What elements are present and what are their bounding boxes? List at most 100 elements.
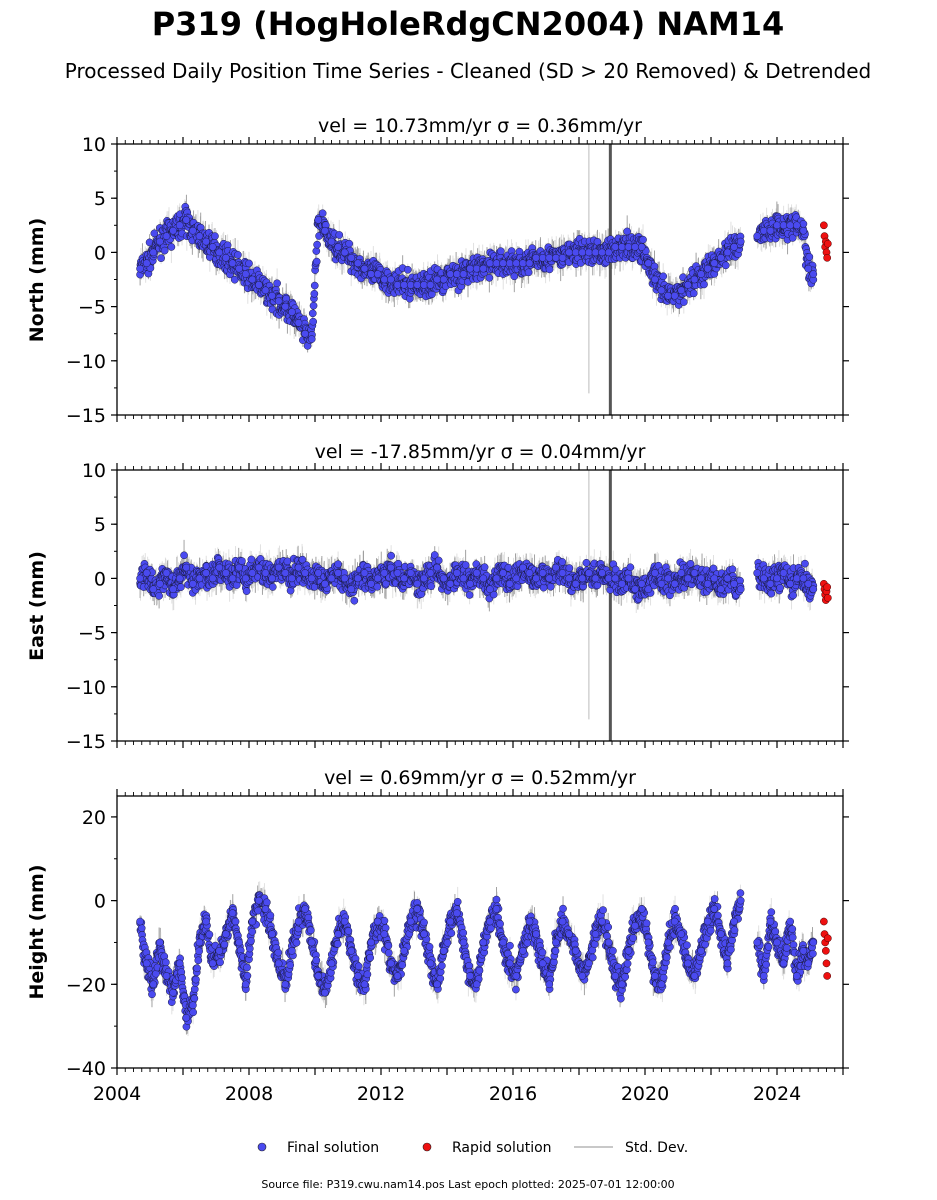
north-final-point — [406, 281, 415, 289]
north-final-point — [510, 272, 519, 281]
north-final-point — [245, 259, 253, 268]
north-final-point — [248, 275, 257, 284]
north-final-point — [664, 291, 672, 300]
north-final-point — [160, 246, 169, 255]
north-final-point — [492, 259, 501, 268]
north-final-point — [222, 253, 230, 262]
height-axis-label: Height (mm) — [26, 864, 48, 999]
north-final-point — [684, 281, 692, 289]
north-final-point — [773, 221, 781, 230]
north-final-point — [679, 298, 688, 306]
north-final-point — [611, 243, 620, 251]
north-final-point — [545, 265, 554, 274]
north-final-point — [136, 264, 144, 273]
north-ytick-label: −10 — [66, 351, 106, 373]
north-rapid-point — [823, 239, 832, 248]
north-final-point — [472, 264, 481, 273]
north-final-point — [307, 335, 316, 343]
north-final-point — [335, 231, 344, 239]
north-final-point — [651, 275, 659, 284]
north-final-point — [639, 235, 647, 244]
north-final-point — [703, 264, 712, 273]
north-final-point — [169, 226, 177, 235]
north-final-point — [690, 275, 699, 284]
north-final-point — [182, 216, 191, 224]
north-final-point — [273, 279, 281, 288]
east-data-layer — [136, 470, 832, 741]
north-final-point — [433, 275, 441, 284]
north-final-point — [512, 259, 521, 268]
north-final-point — [591, 248, 600, 257]
north-final-point — [637, 243, 646, 251]
north-final-point — [578, 248, 587, 257]
north-final-point — [354, 259, 362, 268]
north-final-point — [403, 265, 412, 274]
north-final-point — [657, 286, 666, 295]
north-final-point — [479, 264, 488, 273]
north-final-point — [805, 252, 814, 261]
north-final-point — [345, 239, 354, 248]
north-final-point — [439, 275, 448, 284]
north-final-point — [723, 248, 732, 257]
north-final-point — [631, 243, 639, 251]
north-final-point — [499, 259, 507, 268]
north-final-point — [340, 248, 349, 257]
north-final-point — [156, 237, 164, 246]
north-final-point — [786, 221, 795, 230]
north-final-point — [150, 229, 159, 238]
north-final-point — [235, 264, 243, 273]
north-rapid-point — [823, 253, 832, 262]
north-final-point — [347, 253, 356, 262]
north-final-point — [624, 243, 633, 251]
north-final-point — [453, 270, 461, 278]
north-final-point — [799, 220, 808, 228]
north-final-point — [400, 281, 408, 289]
figure-subtitle: Processed Daily Position Time Series - C… — [65, 59, 871, 83]
north-final-point — [310, 281, 319, 290]
north-final-point — [788, 234, 797, 242]
north-final-point — [585, 248, 593, 257]
north-final-point — [294, 319, 303, 327]
north-final-point — [710, 259, 719, 268]
north-final-point — [697, 270, 705, 278]
north-final-point — [736, 237, 745, 246]
north-final-point — [565, 248, 573, 257]
north-final-point — [420, 281, 428, 289]
north-final-point — [804, 264, 813, 273]
north-final-point — [334, 243, 342, 251]
north-ytick-label: −15 — [66, 405, 106, 427]
north-final-point — [792, 221, 801, 230]
north-final-point — [234, 251, 242, 259]
north-final-point — [255, 281, 263, 289]
north-final-point — [309, 317, 318, 326]
north-final-point — [208, 243, 217, 251]
north-final-point — [497, 247, 505, 256]
north-final-point — [367, 270, 375, 278]
north-final-point — [759, 226, 768, 235]
north-final-point — [519, 259, 527, 268]
north-final-point — [558, 253, 567, 262]
north-ytick-label: −5 — [78, 297, 106, 319]
north-ytick-label: 10 — [82, 134, 106, 156]
north-final-point — [195, 232, 204, 240]
north-final-point — [525, 259, 534, 268]
north-final-point — [717, 253, 725, 262]
north-final-point — [387, 275, 395, 284]
north-final-point — [753, 232, 762, 240]
height-panel-title: vel = 0.69mm/yr σ = 0.52mm/yr — [324, 767, 636, 789]
north-final-point — [318, 209, 327, 218]
north-final-point — [241, 270, 250, 278]
north-final-point — [466, 264, 474, 273]
north-final-point — [268, 291, 276, 300]
north-final-point — [308, 309, 317, 318]
north-final-point — [670, 291, 679, 300]
north-final-point — [644, 259, 653, 268]
north-final-point — [809, 270, 818, 278]
north-final-point — [149, 248, 158, 257]
north-final-point — [175, 221, 184, 230]
north-axis-label: North (mm) — [26, 218, 48, 343]
north-final-point — [700, 280, 708, 289]
north-final-point — [312, 247, 321, 255]
figure-title: P319 (HogHoleRdgCN2004) NAM14 — [152, 5, 785, 43]
north-final-point — [677, 286, 686, 295]
